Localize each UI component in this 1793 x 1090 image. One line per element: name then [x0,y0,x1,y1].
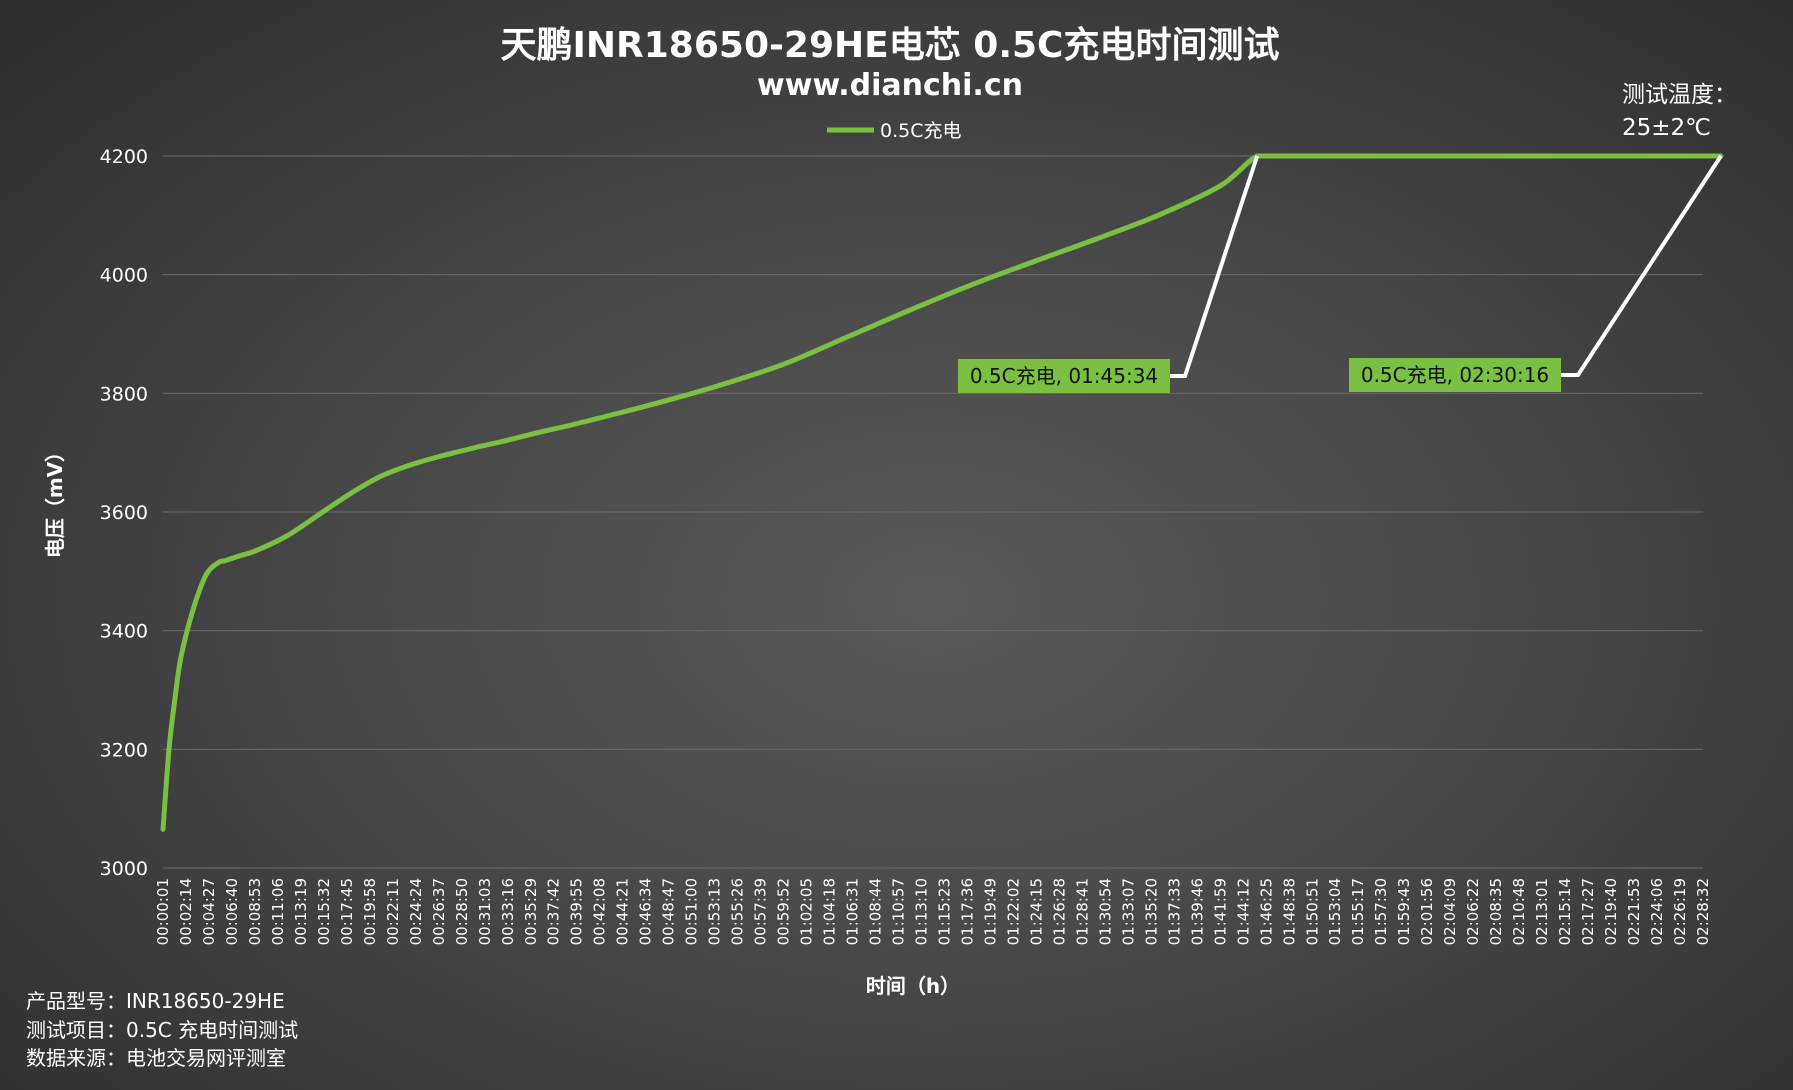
x-tick-label: 00:51:00 [683,878,701,945]
x-tick-label: 01:04:18 [821,878,839,945]
y-tick-label: 3800 [100,383,148,405]
x-tick-label: 02:24:06 [1648,878,1666,945]
grid [163,155,1703,869]
x-tick-label: 01:53:04 [1326,878,1344,945]
annotation-label: 0.5C充电, 01:45:34 [970,364,1158,388]
legend-label: 0.5C充电 [880,120,961,142]
x-tick-label: 00:53:13 [706,878,724,945]
y-tick-label: 3400 [100,621,148,643]
x-tick-label: 01:02:05 [798,878,816,945]
x-tick-label: 00:42:08 [591,878,609,945]
x-tick-label: 00:26:37 [430,878,448,945]
x-tick-label: 02:10:48 [1510,878,1528,945]
x-tick-label: 02:26:19 [1671,878,1689,945]
x-tick-label: 00:31:03 [476,878,494,945]
x-tick-label: 01:44:12 [1234,878,1252,945]
x-tick-label: 00:37:42 [545,878,563,945]
x-tick-label: 01:22:02 [1004,878,1022,945]
x-tick-label: 01:15:23 [935,878,953,945]
x-tick-label: 00:28:50 [453,878,471,945]
annotations: 0.5C充电, 01:45:34 0.5C充电, 02:30:16 [958,154,1723,393]
y-tick-label: 4200 [100,146,148,168]
x-tick-label: 00:39:55 [568,878,586,945]
x-axis-ticks: 00:00:01 00:02:14 00:04:27 00:06:40 00:08:53… [154,878,1712,945]
x-tick-label: 02:21:53 [1625,878,1643,945]
x-tick-label: 01:19:49 [981,878,999,945]
temperature-label: 测试温度： [1622,82,1737,108]
y-tick-label: 3600 [100,502,148,524]
x-tick-label: 01:39:46 [1188,878,1206,945]
x-tick-label: 02:28:32 [1694,878,1712,945]
y-tick-label: 3000 [100,858,148,880]
x-tick-label: 00:57:39 [752,878,770,945]
y-axis-label: 电压（mV） [43,442,67,558]
series-line [160,153,1724,832]
x-tick-label: 01:28:41 [1073,878,1091,945]
x-tick-label: 00:59:52 [775,878,793,945]
legend: 0.5C充电 [827,120,961,142]
x-tick-label: 01:37:33 [1165,878,1183,945]
x-tick-label: 00:17:45 [338,878,356,945]
annotation-box [1349,358,1561,392]
x-tick-label: 01:08:44 [867,878,885,945]
x-tick-label: 01:26:28 [1050,878,1068,945]
x-tick-label: 00:24:24 [407,878,425,945]
x-tick-label: 00:22:11 [384,878,402,945]
annotation-leader [1561,154,1723,377]
x-tick-label: 02:04:09 [1441,878,1459,945]
footer-source: 数据来源：电池交易网评测室 [26,1046,286,1070]
x-tick-label: 01:13:10 [913,878,931,945]
y-tick-label: 4000 [100,265,148,287]
annotation-label: 0.5C充电, 02:30:16 [1361,363,1549,387]
x-tick-label: 00:06:40 [223,878,241,945]
x-tick-label: 01:41:59 [1211,878,1229,945]
annotation-box [958,359,1170,393]
x-axis-label: 时间（h） [866,974,960,998]
x-tick-label: 00:33:16 [499,878,517,945]
x-tick-label: 00:13:19 [292,878,310,945]
x-tick-label: 00:46:34 [637,878,655,945]
x-tick-label: 01:06:31 [844,878,862,945]
y-axis-ticks: 3000 3200 3400 3600 3800 4000 4200 [100,146,148,880]
x-tick-label: 02:06:22 [1464,878,1482,945]
annotation-leader [1170,155,1260,378]
x-tick-label: 00:48:47 [660,878,678,945]
x-tick-label: 01:48:38 [1280,878,1298,945]
x-tick-label: 00:15:32 [315,878,333,945]
x-tick-label: 00:08:53 [246,878,264,945]
x-tick-label: 00:35:29 [522,878,540,945]
x-tick-label: 01:59:43 [1395,878,1413,945]
x-tick-label: 02:19:40 [1602,878,1620,945]
x-tick-label: 02:08:35 [1487,878,1505,945]
x-tick-label: 02:17:27 [1579,878,1597,945]
x-tick-label: 01:57:30 [1372,878,1390,945]
x-tick-label: 02:15:14 [1556,878,1574,945]
footer-model: 产品型号：INR18650-29HE [26,989,285,1013]
x-tick-label: 01:30:54 [1096,878,1114,945]
chart-title: 天鹏INR18650-29HE电芯 0.5C充电时间测试 [501,25,1280,66]
x-tick-label: 01:10:57 [890,878,908,945]
x-tick-label: 00:19:58 [361,878,379,945]
x-tick-label: 01:24:15 [1027,878,1045,945]
x-tick-label: 01:35:20 [1142,878,1160,945]
x-tick-label: 01:55:17 [1349,878,1367,945]
temperature-value: 25±2℃ [1622,115,1711,141]
x-tick-label: 02:13:01 [1533,878,1551,945]
chart-subtitle: www.dianchi.cn [757,68,1023,103]
x-tick-label: 01:17:36 [958,878,976,945]
x-tick-label: 00:04:27 [200,878,218,945]
footer-item: 测试项目：0.5C 充电时间测试 [26,1018,298,1042]
x-tick-label: 00:00:01 [154,878,172,945]
x-tick-label: 01:50:51 [1303,878,1321,945]
x-tick-label: 00:55:26 [729,878,747,945]
x-tick-label: 02:01:56 [1418,878,1436,945]
x-tick-label: 01:33:07 [1119,878,1137,945]
x-tick-label: 00:44:21 [614,878,632,945]
x-tick-label: 00:11:06 [269,878,287,945]
y-tick-label: 3200 [100,739,148,761]
x-tick-label: 01:46:25 [1257,878,1275,945]
x-tick-label: 00:02:14 [177,878,195,945]
